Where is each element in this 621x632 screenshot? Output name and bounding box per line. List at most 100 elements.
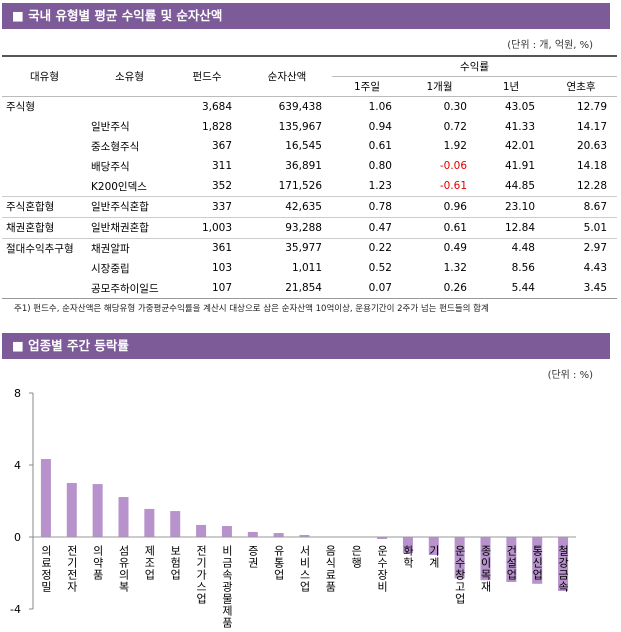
group-header: 수익률 bbox=[332, 55, 618, 77]
bar bbox=[170, 511, 181, 537]
x-tick-label: 전기가스업 bbox=[195, 545, 208, 605]
column-header: 연초후 bbox=[545, 76, 618, 97]
table-cell: 36,891 bbox=[285, 160, 322, 173]
table-cell: 93,288 bbox=[242, 216, 332, 239]
section-header: ■ 업종별 주간 등락률 bbox=[2, 333, 610, 359]
table-cell: 42.01 bbox=[504, 140, 535, 153]
x-tick-label: 음식료품 bbox=[324, 545, 337, 593]
table-cell: 8.56 bbox=[511, 262, 535, 275]
table-cell: 16,545 bbox=[285, 140, 322, 153]
table-cell: 43.05 bbox=[504, 100, 535, 113]
table-cell: 0.52 bbox=[368, 262, 392, 275]
table-cell: -0.06 bbox=[439, 160, 467, 173]
bar bbox=[299, 535, 310, 537]
x-tick-label: 섬유의복 bbox=[117, 545, 130, 593]
table-cell bbox=[2, 176, 87, 196]
table-cell: 20.63 bbox=[576, 140, 608, 153]
unit-label: (단위 : %) bbox=[547, 370, 593, 381]
table-cell: 일반주식혼합 bbox=[87, 195, 172, 218]
section-header: ■ 국내 유형별 평균 수익률 및 순자산액 bbox=[2, 3, 610, 29]
chart: -4 0 4 8 의료정밀 전기전자 의약품 섬유의복 제조업 보험업 전기가스업 비금속광물제품 증권… bbox=[10, 387, 576, 629]
bar bbox=[454, 537, 465, 579]
bar bbox=[402, 537, 413, 554]
table-cell: 절대수익추구형 bbox=[2, 237, 87, 259]
table-cell: 8.67 bbox=[545, 195, 618, 218]
table-cell: 0.94 bbox=[368, 120, 392, 133]
table-cell bbox=[2, 278, 87, 299]
table-cell: 12.84 bbox=[477, 216, 545, 239]
table-cell: 0.07 bbox=[332, 278, 402, 299]
bar bbox=[377, 537, 388, 539]
x-tick-label: 운수창고업 bbox=[453, 545, 466, 605]
bar bbox=[118, 497, 129, 537]
table-cell: 시장중립 bbox=[91, 262, 130, 275]
table-cell: 367 bbox=[211, 140, 232, 153]
table-cell: 103 bbox=[211, 262, 232, 275]
y-tick-label: 4 bbox=[14, 459, 21, 472]
table-cell bbox=[2, 137, 87, 157]
bar bbox=[558, 537, 569, 591]
table-row: 중소형주식 367 16,545 0.61 1.92 42.01 20.63 bbox=[2, 137, 617, 157]
table-cell: 14.17 bbox=[576, 120, 608, 133]
bar bbox=[506, 537, 517, 582]
column-header: 1개월 bbox=[402, 76, 477, 97]
table-row: 채권혼합형 일반채권혼합 1,003 93,288 0.47 0.61 12.84 5.01 bbox=[2, 216, 618, 239]
bar bbox=[247, 531, 258, 537]
table-row: 배당주식 311 36,891 0.80 -0.06 41.91 14.18 bbox=[2, 156, 617, 176]
column-header: 소유형 bbox=[87, 55, 172, 97]
table-cell: 352 bbox=[211, 180, 232, 193]
table-cell bbox=[2, 156, 87, 176]
table-cell: 3,684 bbox=[201, 100, 232, 113]
table-cell: 21,854 bbox=[242, 278, 332, 299]
table-row: 일반주식 1,828 135,967 0.94 0.72 41.33 14.17 bbox=[2, 117, 617, 137]
table-cell: 1.23 bbox=[368, 180, 392, 193]
bar bbox=[480, 537, 491, 581]
x-tick-label: 은행 bbox=[350, 545, 363, 569]
table-cell: 일반채권혼합 bbox=[87, 216, 172, 239]
table-cell: 0.78 bbox=[332, 195, 402, 218]
table-cell: 41.33 bbox=[504, 120, 535, 133]
table-cell: 361 bbox=[172, 237, 242, 259]
x-tick-label: 제조업 bbox=[143, 545, 156, 581]
table-cell: 1,003 bbox=[172, 216, 242, 239]
table-cell: 639,438 bbox=[278, 100, 322, 113]
table-cell: 0.61 bbox=[402, 216, 477, 239]
table-row: 절대수익추구형 채권알파 361 35,977 0.22 0.49 4.48 2.97 bbox=[2, 237, 618, 259]
table-cell: 42,635 bbox=[242, 195, 332, 218]
table-cell: 중소형주식 bbox=[91, 140, 140, 153]
table-cell: 채권혼합형 bbox=[2, 216, 87, 239]
x-tick-label: 의료정밀 bbox=[39, 545, 52, 593]
y-tick-label: 0 bbox=[14, 531, 21, 544]
bar bbox=[532, 537, 543, 584]
bar bbox=[40, 459, 51, 537]
bar bbox=[92, 484, 103, 537]
table-cell: 44.85 bbox=[504, 180, 535, 193]
x-tick-label: 보험업 bbox=[169, 545, 182, 581]
fund-table: 대유형 소유형 펀드수 순자산액 수익률 1주일 1개월 1년 연초후 주식형 3… bbox=[2, 55, 618, 299]
table-row: 시장중립 103 1,011 0.52 1.32 8.56 4.43 bbox=[2, 258, 617, 278]
table-cell: 주식혼합형 bbox=[2, 195, 87, 218]
table-cell: 2.97 bbox=[545, 237, 618, 259]
table-cell: 311 bbox=[211, 160, 232, 173]
y-tick-label: 8 bbox=[14, 387, 21, 400]
table-cell: 0.61 bbox=[368, 140, 392, 153]
table-cell: 3.45 bbox=[545, 278, 618, 299]
x-tick-label: 기계 bbox=[427, 545, 440, 569]
table-cell: 135,967 bbox=[278, 120, 322, 133]
table-cell: 0.72 bbox=[443, 120, 467, 133]
table-cell: 337 bbox=[172, 195, 242, 218]
table-cell: 14.18 bbox=[576, 160, 608, 173]
table-cell: 채권알파 bbox=[87, 237, 172, 259]
column-header: 1년 bbox=[477, 76, 545, 97]
x-tick-label: 의약품 bbox=[91, 545, 104, 581]
table-row: 공모주하이일드 107 21,854 0.07 0.26 5.44 3.45 bbox=[2, 278, 618, 299]
x-tick-label: 전기전자 bbox=[65, 545, 78, 593]
table-cell bbox=[87, 97, 172, 117]
table-cell: 107 bbox=[172, 278, 242, 299]
table-row: 주식혼합형 일반주식혼합 337 42,635 0.78 0.96 23.10 8.67 bbox=[2, 195, 618, 218]
table-cell: 12.79 bbox=[576, 100, 608, 113]
table-cell: 1.92 bbox=[443, 140, 467, 153]
table-cell: 0.80 bbox=[368, 160, 392, 173]
bar bbox=[196, 524, 207, 537]
